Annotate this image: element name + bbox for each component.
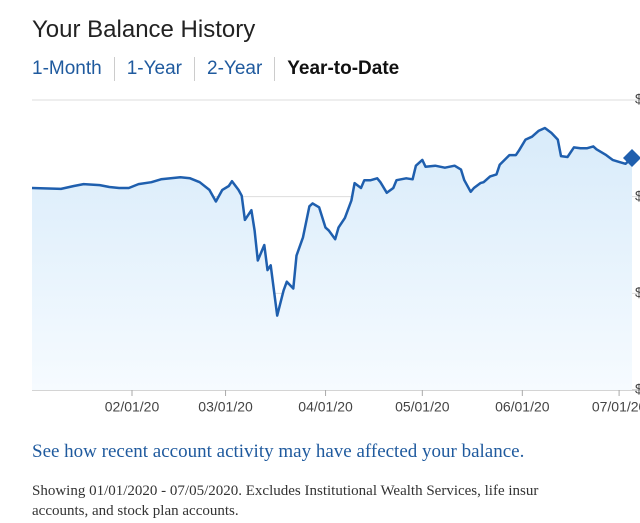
- activity-link[interactable]: See how recent account activity may have…: [32, 441, 525, 462]
- x-tick-label: 07/01/20: [592, 399, 640, 415]
- end-marker: [623, 149, 640, 167]
- tab[interactable]: 2-Year: [194, 57, 274, 81]
- note: Showing 01/01/2020 - 07/05/2020. Exclude…: [32, 481, 538, 521]
- line: [31, 126, 633, 317]
- x-tick-label: 05/01/20: [395, 399, 450, 415]
- x-tick-label: 06/01/20: [495, 399, 550, 415]
- x-tick-label: 02/01/20: [105, 399, 160, 415]
- x-tick-label: 04/01/20: [298, 399, 353, 415]
- tab[interactable]: 1-Month: [32, 58, 102, 79]
- area: [32, 128, 632, 390]
- chart: $ $ $ $02/01/20 03/01/20 04/01/20 05/01/20 06/0…: [31, 91, 640, 415]
- tabs: 1-Month 1-Year 2-Year Year-to-Date: [32, 57, 411, 81]
- y-tick-label: $: [635, 91, 640, 107]
- note-line: Showing 01/01/2020 - 07/05/2020. Exclude…: [32, 483, 539, 499]
- tab[interactable]: Year-to-Date: [274, 57, 411, 81]
- y-tick-label: $: [635, 284, 640, 300]
- x-tick-label: 03/01/20: [198, 399, 253, 415]
- y-tick-label: $: [635, 187, 640, 203]
- y-tick-label: $: [635, 381, 640, 397]
- title: Your Balance History: [32, 16, 256, 43]
- note-line: accounts, and stock plan accounts.: [32, 503, 239, 519]
- tab[interactable]: 1-Year: [113, 57, 194, 81]
